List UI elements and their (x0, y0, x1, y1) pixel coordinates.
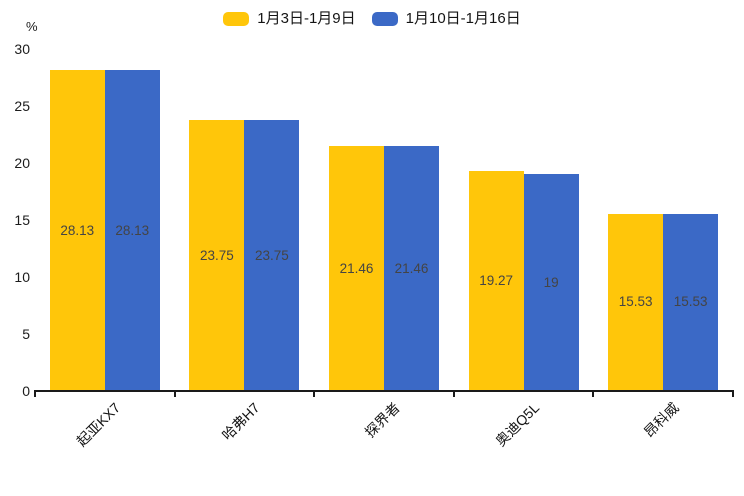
x-axis-tick (452, 391, 455, 397)
legend-item-0[interactable]: 1月3日-1月9日 (223, 10, 356, 28)
bar-value-label: 19 (543, 274, 559, 290)
bar-value-label: 15.53 (618, 294, 653, 310)
bar-value-label: 23.75 (254, 247, 289, 263)
x-axis-category-label: 探界者 (361, 399, 403, 441)
x-axis-tick (732, 391, 734, 397)
y-axis-tick-label: 15 (14, 212, 30, 228)
x-axis-category-label: 昂科威 (640, 399, 682, 441)
legend-swatch-icon (371, 12, 398, 26)
bar-1月10日-1月16日-起亚KX7[interactable] (104, 70, 160, 391)
legend-swatch-icon (223, 12, 250, 26)
bar-1月3日-1月9日-起亚KX7[interactable] (49, 70, 105, 391)
bar-1月3日-1月9日-昂科威[interactable] (608, 213, 664, 391)
bar-value-label: 28.13 (115, 222, 150, 238)
x-axis-tick (34, 391, 36, 397)
bar-value-label: 21.46 (394, 260, 429, 276)
bar-1月10日-1月16日-昂科威[interactable] (663, 213, 719, 391)
x-axis-tick (313, 391, 316, 397)
bar-1月10日-1月16日-奥迪Q5L[interactable] (523, 174, 579, 391)
legend-item-1[interactable]: 1月10日-1月16日 (371, 10, 521, 28)
x-axis-category-label: 起亚KX7 (73, 399, 124, 450)
y-axis-unit-label: % (26, 19, 38, 34)
x-axis-category-label: 哈弗H7 (219, 399, 264, 444)
bar-value-label: 15.53 (673, 294, 708, 310)
y-axis-tick-label: 0 (22, 383, 30, 399)
x-axis-tick (592, 391, 595, 397)
bar-1月10日-1月16日-探界者[interactable] (384, 146, 439, 391)
bar-1月3日-1月9日-奥迪Q5L[interactable] (468, 171, 524, 391)
x-axis-tick (173, 391, 176, 397)
x-axis-line (34, 390, 734, 392)
bar-value-label: 23.75 (199, 247, 234, 263)
y-axis-tick-label: 30 (14, 41, 30, 57)
y-axis-tick-label: 20 (14, 155, 30, 171)
bar-1月3日-1月9日-哈弗H7[interactable] (189, 120, 245, 391)
bar-1月3日-1月9日-探界者[interactable] (329, 146, 384, 391)
x-axis-category-label: 奥迪Q5L (492, 399, 543, 450)
legend: 1月3日-1月9日 1月10日-1月16日 (0, 10, 744, 28)
legend-item-label: 1月3日-1月9日 (257, 10, 356, 27)
bar-value-label: 19.27 (479, 273, 513, 289)
bar-1月10日-1月16日-哈弗H7[interactable] (244, 120, 300, 391)
y-axis-tick-label: 25 (14, 98, 30, 114)
bar-value-label: 28.13 (60, 222, 95, 238)
legend-item-label: 1月10日-1月16日 (405, 10, 521, 27)
y-axis-tick-label: 5 (22, 326, 30, 342)
y-axis-tick-label: 10 (14, 269, 30, 285)
bar-value-label: 21.46 (339, 260, 374, 276)
